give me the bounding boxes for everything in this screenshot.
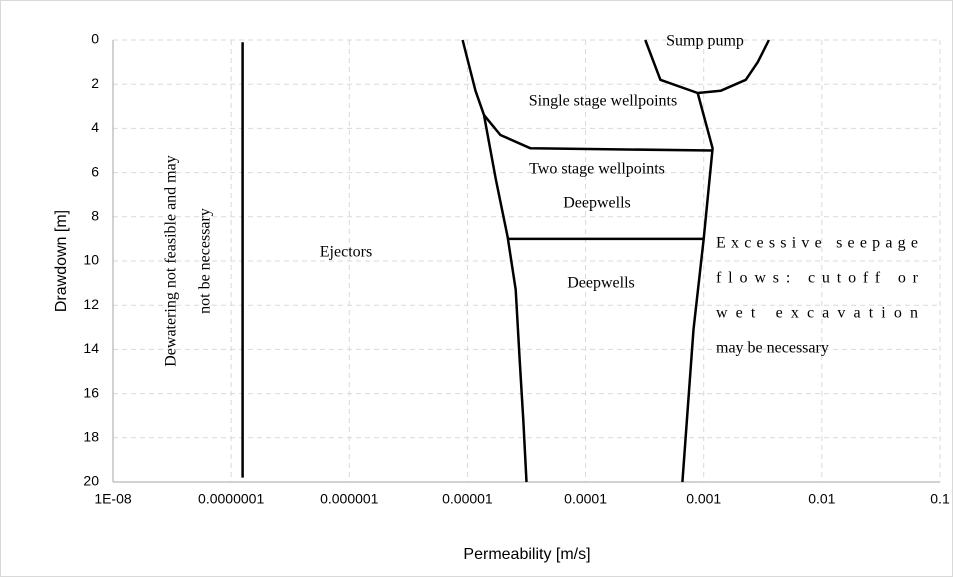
- annotation: not be necessary: [197, 208, 214, 314]
- annotation: may be necessary: [716, 340, 829, 357]
- annotation: Dewatering not feasible and may: [163, 155, 180, 366]
- x-tick-label: 1E-08: [94, 491, 132, 507]
- boundary-line: [681, 92, 714, 483]
- annotation: Single stage wellpoints: [529, 93, 677, 110]
- y-tick-label: 12: [83, 296, 99, 312]
- x-tick-label: 0.0000001: [198, 491, 264, 507]
- y-axis-title: Drawdown [m]: [53, 210, 70, 312]
- boundary-line: [483, 114, 713, 152]
- annotation: Excessive seepage: [716, 235, 918, 252]
- y-tick-label: 10: [83, 252, 99, 268]
- y-tick-label: 16: [83, 384, 99, 400]
- annotation: Ejectors: [320, 244, 372, 261]
- boundary-line: [644, 39, 771, 95]
- x-tick-label: 0.01: [808, 491, 835, 507]
- y-tick-label: 14: [83, 340, 99, 356]
- y-tick-label: 0: [91, 31, 99, 47]
- x-tick-label: 0.0001: [564, 491, 607, 507]
- y-tick-label: 6: [91, 163, 99, 179]
- y-tick-label: 2: [91, 75, 99, 91]
- y-tick-label: 20: [83, 473, 99, 489]
- x-tick-label: 0.000001: [320, 491, 379, 507]
- y-tick-label: 4: [91, 119, 99, 135]
- annotation: Deepwells: [567, 275, 635, 292]
- x-tick-label: 0.00001: [442, 491, 493, 507]
- boundary-line: [461, 39, 528, 483]
- y-tick-label: 18: [83, 429, 99, 445]
- x-tick-label: 0.001: [686, 491, 721, 507]
- annotation: Deepwells: [563, 195, 631, 212]
- x-axis-title: Permeability [m/s]: [463, 546, 590, 563]
- annotation: Sump pump: [666, 33, 744, 50]
- y-tick-label: 8: [91, 208, 99, 224]
- annotation: Two stage wellpoints: [529, 161, 665, 178]
- x-tick-label: 0.1: [930, 491, 950, 507]
